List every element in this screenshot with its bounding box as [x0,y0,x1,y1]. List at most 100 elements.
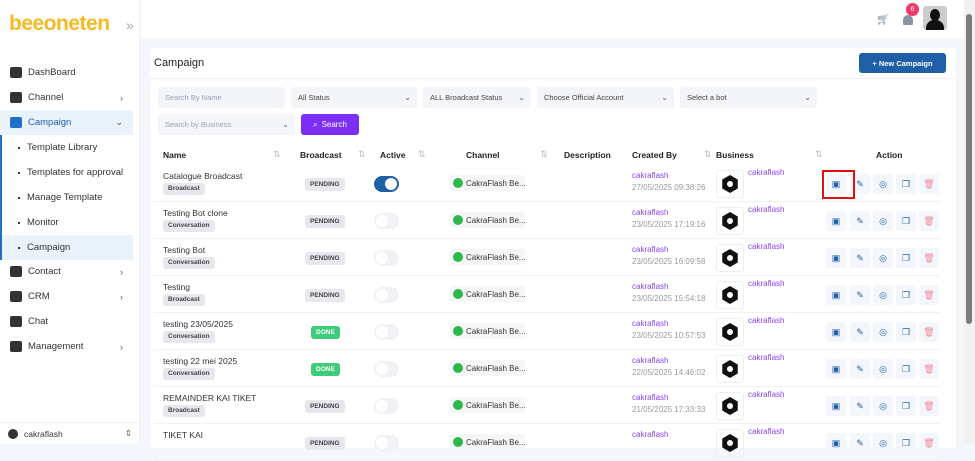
campaign-name[interactable]: testing 23/05/2025 [163,319,233,329]
collapse-sidebar-icon[interactable]: » [126,17,134,33]
report-button[interactable]: ▣ [826,359,846,379]
trash-button[interactable]: 🗑︎ [919,433,939,453]
column-header[interactable]: Action [876,150,903,160]
trash-button[interactable]: 🗑︎ [919,248,939,268]
business-name[interactable]: cakraflash [748,316,785,325]
business-name[interactable]: cakraflash [748,242,785,251]
edit-button[interactable]: ✎ [850,396,870,416]
column-header[interactable]: Active [380,150,406,160]
cart-icon[interactable]: 🛒︎ [876,14,890,26]
active-toggle[interactable] [374,361,399,377]
active-toggle[interactable] [374,324,399,340]
report-button[interactable]: ▣ [826,433,846,453]
business-name[interactable]: cakraflash [748,279,785,288]
active-toggle[interactable] [374,213,399,229]
active-toggle[interactable] [374,435,399,451]
trash-button[interactable]: 🗑︎ [919,211,939,231]
copy-button[interactable]: ❐ [896,174,916,194]
broadcast-status-select[interactable]: ALL Broadcast Status ⌄ [423,87,531,108]
sidebar-item-crm[interactable]: CRM › [0,284,133,309]
trash-button[interactable]: 🗑︎ [919,174,939,194]
sidebar-subitem[interactable]: Campaign [0,235,133,260]
copy-button[interactable]: ❐ [896,211,916,231]
campaign-name[interactable]: Catalogue Broadcast [163,171,243,181]
copy-button[interactable]: ❐ [896,248,916,268]
new-campaign-button[interactable]: + New Campaign [859,53,946,73]
report-button[interactable]: ▣ [826,396,846,416]
trash-button[interactable]: 🗑︎ [919,396,939,416]
sidebar-item-campaign[interactable]: Campaign ⌄ [0,110,133,135]
sort-icon[interactable]: ⇅ [418,149,426,159]
bell-icon[interactable] [903,15,913,25]
bot-select[interactable]: Select a bot ⌄ [680,87,817,108]
campaign-name[interactable]: TIKET KAI [163,430,203,440]
sidebar-subitem[interactable]: Manage Template [0,185,133,210]
campaign-name[interactable]: REMAINDER KAI TIKET [163,393,257,403]
send-button[interactable]: ◎ [873,248,893,268]
sidebar-item-contact[interactable]: Contact › [0,259,133,284]
send-button[interactable]: ◎ [873,285,893,305]
scrollbar-thumb[interactable] [966,14,972,324]
column-header[interactable]: Description [564,150,611,160]
edit-button[interactable]: ✎ [850,248,870,268]
sort-icon[interactable]: ⇅ [540,149,548,159]
sort-icon[interactable]: ⇅ [815,149,823,159]
copy-button[interactable]: ❐ [896,396,916,416]
trash-button[interactable]: 🗑︎ [919,322,939,342]
active-toggle[interactable] [374,287,399,303]
sidebar-subitem[interactable]: Templates for approval [0,160,133,185]
sidebar-subitem[interactable]: Template Library [0,135,133,160]
sidebar-item-channel[interactable]: Channel › [0,85,133,110]
active-toggle[interactable] [374,250,399,266]
official-account-select[interactable]: Choose Official Account ⌄ [537,87,674,108]
campaign-name[interactable]: Testing Bot [163,245,206,255]
edit-button[interactable]: ✎ [850,285,870,305]
copy-button[interactable]: ❐ [896,322,916,342]
sidebar-item-chat[interactable]: Chat [0,309,133,334]
avatar[interactable] [923,6,947,30]
trash-button[interactable]: 🗑︎ [919,285,939,305]
sidebar-item-dashboard[interactable]: DashBoard [0,60,133,85]
copy-button[interactable]: ❐ [896,433,916,453]
report-button[interactable]: ▣ [826,322,846,342]
report-button[interactable]: ▣ [826,211,846,231]
user-switcher[interactable]: cakraflash ⇕ [0,422,140,444]
edit-button[interactable]: ✎ [850,322,870,342]
edit-button[interactable]: ✎ [850,433,870,453]
report-button[interactable]: ▣ [826,285,846,305]
scrollbar[interactable] [964,0,975,444]
active-toggle[interactable] [374,176,399,192]
report-button[interactable]: ▣ [826,248,846,268]
business-name[interactable]: cakraflash [748,427,785,436]
send-button[interactable]: ◎ [873,359,893,379]
search-name-input[interactable]: Search By Name [158,87,285,108]
sort-icon[interactable]: ⇅ [273,149,281,159]
search-button[interactable]: ⌕ Search [301,114,359,135]
business-select[interactable]: Search by Business ⌄ [158,114,295,135]
status-select[interactable]: All Status ⌄ [291,87,417,108]
send-button[interactable]: ◎ [873,211,893,231]
sidebar-item-management[interactable]: Management › [0,334,133,359]
sidebar-subitem[interactable]: Monitor [0,210,133,235]
column-header[interactable]: Business [716,150,754,160]
edit-button[interactable]: ✎ [850,174,870,194]
trash-button[interactable]: 🗑︎ [919,359,939,379]
send-button[interactable]: ◎ [873,174,893,194]
active-toggle[interactable] [374,398,399,414]
report-button[interactable]: ▣ [826,174,846,194]
sort-icon[interactable]: ⇅ [704,149,712,159]
business-name[interactable]: cakraflash [748,390,785,399]
business-name[interactable]: cakraflash [748,168,785,177]
business-name[interactable]: cakraflash [748,353,785,362]
column-header[interactable]: Channel [466,150,500,160]
edit-button[interactable]: ✎ [850,211,870,231]
copy-button[interactable]: ❐ [896,285,916,305]
edit-button[interactable]: ✎ [850,359,870,379]
campaign-name[interactable]: Testing [163,282,190,292]
column-header[interactable]: Broadcast [300,150,342,160]
column-header[interactable]: Created By [632,150,677,160]
send-button[interactable]: ◎ [873,322,893,342]
sort-icon[interactable]: ⇅ [358,149,366,159]
business-name[interactable]: cakraflash [748,205,785,214]
send-button[interactable]: ◎ [873,433,893,453]
